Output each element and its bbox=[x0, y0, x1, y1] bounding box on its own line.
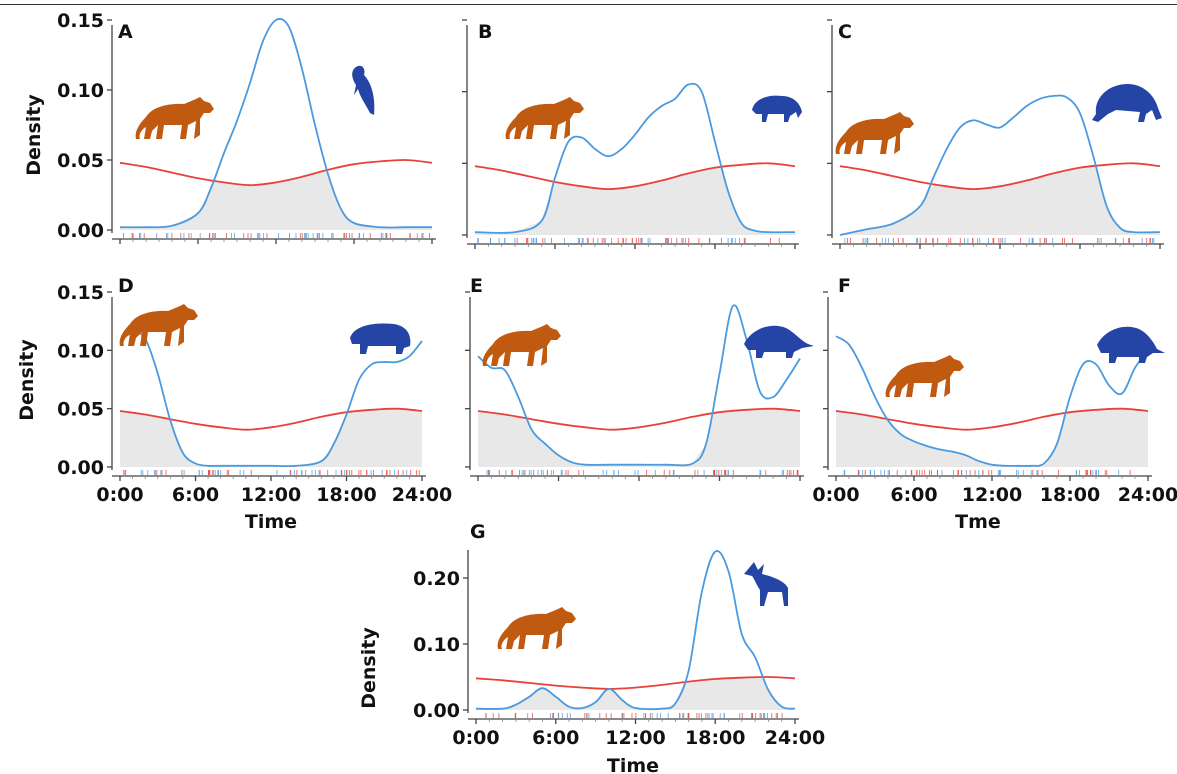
overlap-area bbox=[475, 167, 795, 235]
x-tick-label: 6:00 bbox=[532, 727, 579, 749]
panel-letter: E bbox=[470, 275, 483, 297]
overlap-area bbox=[840, 166, 1160, 235]
overlap-area bbox=[478, 408, 800, 467]
y-tick-label: 0.20 bbox=[413, 568, 460, 590]
bird-silhouette-icon bbox=[352, 65, 375, 115]
puma-silhouette-icon bbox=[835, 112, 914, 154]
panel-g: 0.00 0.10 0.20 0:00 6:00 12:00 18:00 24:00 G Dens… bbox=[358, 521, 825, 774]
y-tick-label: 0.15 bbox=[57, 10, 104, 32]
paca-silhouette-icon bbox=[350, 323, 411, 354]
x-tick-label: 0:00 bbox=[812, 484, 859, 506]
y-axis-title: Density bbox=[358, 627, 380, 709]
figure-top-rule bbox=[0, 4, 1177, 5]
panel-letter: D bbox=[118, 275, 134, 297]
panel-f: 0:00 6:00 12:00 18:00 24:00 F Tme bbox=[812, 275, 1177, 533]
prey-density-line bbox=[475, 550, 796, 711]
puma-silhouette-icon bbox=[885, 355, 964, 397]
x-axis-title: Tme bbox=[955, 511, 1001, 533]
x-tick-label: 12:00 bbox=[962, 484, 1022, 506]
predator-density-line bbox=[474, 162, 796, 191]
x-tick-label: 0:00 bbox=[96, 484, 143, 506]
prey-density-line bbox=[839, 94, 1161, 236]
puma-silhouette-icon bbox=[482, 324, 561, 366]
prey-density-line bbox=[119, 18, 433, 229]
y-axis-title: Density bbox=[16, 339, 38, 421]
overlap-area bbox=[120, 170, 432, 230]
panel-letter: G bbox=[470, 521, 486, 543]
y-tick-label: 0.05 bbox=[57, 150, 104, 172]
small-mammal-silhouette-icon bbox=[752, 95, 802, 122]
overlap-area bbox=[476, 677, 795, 710]
x-axis-title: Time bbox=[607, 755, 659, 774]
prey-density-line bbox=[474, 82, 796, 234]
predator-density-line bbox=[119, 159, 433, 187]
armadillo-silhouette-icon bbox=[744, 325, 814, 358]
panel-letter: C bbox=[838, 21, 852, 43]
x-tick-label: 6:00 bbox=[890, 484, 937, 506]
anteater-silhouette-icon bbox=[1092, 84, 1162, 122]
y-tick-label: 0.10 bbox=[57, 80, 104, 102]
y-axis-title: Density bbox=[23, 94, 45, 176]
puma-silhouette-icon bbox=[135, 97, 214, 139]
y-tick-label: 0.05 bbox=[57, 399, 104, 421]
panel-d: 0.00 0.05 0.10 0.15 0:00 6:00 12:00 18:00 24:00 D… bbox=[16, 275, 452, 533]
predator-density-line bbox=[477, 407, 801, 431]
panel-a: 0.00 0.05 0.10 0.15 A Density bbox=[23, 10, 436, 244]
x-tick-label: 12:00 bbox=[605, 727, 665, 749]
armadillo-silhouette-icon bbox=[1097, 326, 1165, 363]
x-tick-label: 18:00 bbox=[1040, 484, 1100, 506]
y-tick-label: 0.00 bbox=[413, 700, 460, 722]
x-tick-label: 24:00 bbox=[1118, 484, 1177, 506]
y-tick-label: 0.15 bbox=[57, 282, 104, 304]
prey-density-line bbox=[477, 304, 801, 467]
overlap-area bbox=[836, 408, 1148, 467]
x-tick-label: 24:00 bbox=[765, 727, 825, 749]
overlap-area bbox=[120, 408, 422, 467]
puma-silhouette-icon bbox=[119, 304, 198, 346]
prey-density-line bbox=[119, 331, 423, 468]
x-tick-label: 6:00 bbox=[172, 484, 219, 506]
x-tick-label: 18:00 bbox=[685, 727, 745, 749]
x-tick-label: 0:00 bbox=[452, 727, 499, 749]
prey-density-line bbox=[835, 335, 1149, 467]
x-axis-title: Time bbox=[245, 511, 297, 533]
y-tick-label: 0.00 bbox=[57, 220, 104, 242]
panel-e: E bbox=[465, 275, 814, 481]
x-tick-label: 12:00 bbox=[241, 484, 301, 506]
x-tick-label: 18:00 bbox=[316, 484, 376, 506]
y-tick-label: 0.10 bbox=[413, 634, 460, 656]
deer-silhouette-icon bbox=[744, 562, 788, 606]
x-tick-label: 24:00 bbox=[392, 484, 452, 506]
y-tick-label: 0.00 bbox=[57, 457, 104, 479]
y-tick-label: 0.10 bbox=[57, 340, 104, 362]
panel-letter: F bbox=[838, 275, 851, 297]
panel-letter: A bbox=[118, 21, 133, 43]
puma-silhouette-icon bbox=[505, 97, 584, 139]
panel-letter: B bbox=[478, 21, 492, 43]
puma-silhouette-icon bbox=[497, 607, 576, 649]
panel-c: C bbox=[827, 19, 1164, 249]
predator-density-line bbox=[475, 676, 796, 690]
panel-b: B bbox=[462, 19, 802, 249]
predator-density-line bbox=[839, 162, 1161, 191]
